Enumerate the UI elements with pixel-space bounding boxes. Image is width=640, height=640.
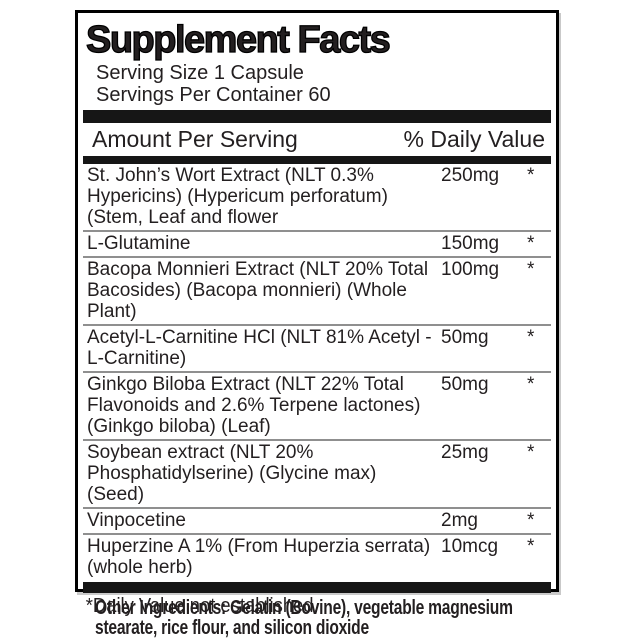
ingredient-daily-value: * — [527, 442, 535, 463]
serving-info: Serving Size 1 Capsule Servings Per Cont… — [96, 62, 551, 106]
panel-title: Supplement Facts — [85, 19, 391, 61]
ingredient-name: Soybean extract (NLT 20% Phosphatidylser… — [87, 442, 377, 505]
column-header-daily-value: % Daily Value — [403, 126, 545, 152]
other-ingredients-text: Other Ingredients: Gelatin (Bovine), veg… — [95, 597, 513, 639]
table-row: Ginkgo Biloba Extract (NLT 22% Total Fla… — [83, 371, 551, 439]
table-row: Huperzine A 1% (From Huperzia serrata) (… — [83, 533, 551, 580]
ingredient-daily-value: * — [527, 327, 535, 348]
ingredient-table: St. John’s Wort Extract (NLT 0.3% Hyperi… — [83, 164, 551, 580]
thick-divider-bar-header — [83, 156, 551, 164]
ingredient-daily-value: * — [527, 510, 535, 531]
table-row: L-Glutamine 150mg * — [83, 230, 551, 256]
ingredient-amount: 25mg — [441, 442, 489, 463]
table-row: Soybean extract (NLT 20% Phosphatidylser… — [83, 439, 551, 507]
ingredient-daily-value: * — [527, 259, 535, 280]
ingredient-amount: 250mg — [441, 165, 500, 186]
ingredient-amount: 100mg — [441, 259, 500, 280]
serving-size: Serving Size 1 Capsule — [96, 62, 304, 84]
supplement-facts-panel: Supplement Facts Serving Size 1 Capsule … — [75, 10, 559, 617]
ingredient-amount: 2mg — [441, 510, 478, 531]
ingredient-amount: 50mg — [441, 327, 489, 348]
daily-value-footnote: *Daily Value not established. — [85, 595, 319, 617]
thick-divider-bar-bottom — [83, 582, 551, 593]
ingredient-amount: 150mg — [441, 233, 500, 254]
ingredient-amount: 50mg — [441, 374, 489, 395]
ingredient-daily-value: * — [527, 165, 535, 186]
table-row: Vinpocetine 2mg * — [83, 507, 551, 533]
ingredient-daily-value: * — [527, 233, 535, 254]
servings-per-container: Servings Per Container 60 — [96, 84, 331, 106]
ingredient-name: Vinpocetine — [87, 510, 186, 531]
ingredient-name: Ginkgo Biloba Extract (NLT 22% Total Fla… — [87, 374, 421, 437]
table-row: Acetyl-L-Carnitine HCl (NLT 81% Acetyl -… — [83, 324, 551, 371]
ingredient-amount: 10mcg — [441, 536, 499, 557]
column-header-row: Amount Per Serving % Daily Value — [83, 123, 551, 156]
ingredient-name: Bacopa Monnieri Extract (NLT 20% Total B… — [87, 259, 429, 322]
table-row: Bacopa Monnieri Extract (NLT 20% Total B… — [83, 256, 551, 324]
ingredient-daily-value: * — [527, 536, 535, 557]
ingredient-daily-value: * — [527, 374, 535, 395]
column-header-amount: Amount Per Serving — [92, 126, 298, 152]
ingredient-name: L-Glutamine — [87, 233, 191, 254]
thick-divider-bar-top — [83, 110, 551, 123]
ingredient-name: Huperzine A 1% (From Huperzia serrata) (… — [87, 536, 431, 578]
table-row: St. John’s Wort Extract (NLT 0.3% Hyperi… — [83, 164, 551, 230]
ingredient-name: St. John’s Wort Extract (NLT 0.3% Hyperi… — [87, 165, 388, 228]
ingredient-name: Acetyl-L-Carnitine HCl (NLT 81% Acetyl -… — [87, 327, 432, 369]
